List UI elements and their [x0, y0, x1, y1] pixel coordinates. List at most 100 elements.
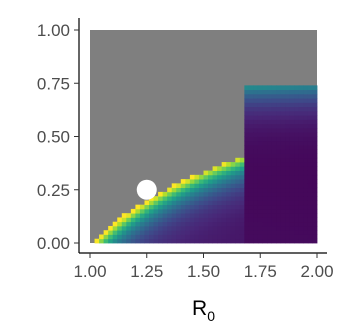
- heatmap-cell: [248, 238, 254, 244]
- heatmap-cell: [162, 238, 168, 244]
- heatmap-cell: [298, 149, 304, 154]
- heatmap-cell: [253, 132, 259, 137]
- heatmap-cell: [230, 187, 236, 193]
- heatmap-cell: [208, 230, 213, 235]
- heatmap-cell: [285, 89, 291, 95]
- heatmap-cell: [253, 110, 259, 116]
- heatmap-cell: [203, 196, 209, 201]
- heatmap-cell: [239, 238, 245, 244]
- heatmap-cell: [298, 132, 304, 137]
- heatmap-cell: [276, 93, 282, 99]
- heatmap-cell: [194, 187, 200, 193]
- heatmap-cell: [276, 208, 282, 214]
- heatmap-cell: [158, 208, 164, 214]
- heatmap-cell: [280, 191, 286, 197]
- heatmap-cell: [217, 166, 223, 171]
- heatmap-cell: [221, 221, 227, 227]
- heatmap-cell: [235, 170, 241, 176]
- heatmap-cell: [312, 208, 318, 214]
- heatmap-cell: [280, 217, 286, 223]
- heatmap-cell: [276, 123, 282, 129]
- heatmap-cell: [289, 136, 295, 142]
- heatmap-cell: [253, 157, 259, 163]
- heatmap-cell: [144, 230, 150, 235]
- heatmap-cell: [144, 204, 150, 210]
- heatmap-cell: [262, 89, 268, 95]
- heatmap-cell: [208, 204, 213, 210]
- heatmap-cell: [285, 98, 291, 103]
- heatmap-cell: [212, 183, 218, 189]
- heatmap-cell: [294, 166, 300, 171]
- heatmap-cell: [276, 98, 282, 103]
- heatmap-cell: [312, 85, 318, 91]
- heatmap-cell: [267, 153, 272, 159]
- heatmap-cell: [185, 179, 191, 184]
- heatmap-cell: [285, 191, 291, 197]
- heatmap-cell: [303, 234, 309, 240]
- heatmap-cell: [167, 234, 173, 240]
- heatmap-cell: [230, 238, 236, 244]
- heatmap-cell: [271, 119, 277, 125]
- heatmap-cell: [303, 230, 309, 235]
- heatmap-cell: [221, 191, 227, 197]
- heatmap-cell: [271, 208, 277, 214]
- heatmap-cell: [289, 162, 295, 167]
- heatmap-cell: [208, 200, 213, 206]
- heatmap-cell: [248, 110, 254, 116]
- heatmap-cell: [226, 170, 232, 176]
- heatmap-cell: [135, 208, 141, 214]
- heatmap-cell: [239, 230, 245, 235]
- heatmap-cell: [248, 123, 254, 129]
- heatmap-cell: [285, 183, 291, 189]
- heatmap-cell: [253, 85, 259, 91]
- heatmap-cell: [312, 98, 318, 103]
- heatmap-cell: [257, 89, 263, 95]
- heatmap-cell: [276, 238, 282, 244]
- heatmap-cell: [244, 187, 250, 193]
- heatmap-cell: [262, 230, 268, 235]
- heatmap-cell: [235, 183, 241, 189]
- heatmap-cell: [303, 85, 309, 91]
- heatmap-cell: [262, 208, 268, 214]
- heatmap-cell: [271, 213, 277, 218]
- heatmap-cell: [144, 225, 150, 231]
- heatmap-cell: [194, 183, 200, 189]
- heatmap-cell: [248, 196, 254, 201]
- heatmap-cell: [230, 166, 236, 171]
- heatmap-cell: [294, 208, 300, 214]
- heatmap-cell: [285, 136, 291, 142]
- heatmap-cell: [303, 115, 309, 120]
- heatmap-cell: [203, 238, 209, 244]
- heatmap-cell: [303, 98, 309, 103]
- heatmap-cell: [180, 221, 186, 227]
- heatmap-cell: [257, 145, 263, 150]
- heatmap-cell: [294, 170, 300, 176]
- heatmap-cell: [294, 162, 300, 167]
- heatmap-cell: [198, 196, 204, 201]
- heatmap-cell: [139, 213, 145, 218]
- heatmap-cell: [285, 225, 291, 231]
- heatmap-cell: [221, 196, 227, 201]
- heatmap-cell: [276, 187, 282, 193]
- heatmap-cell: [194, 213, 200, 218]
- heatmap-cell: [180, 196, 186, 201]
- heatmap-cell: [185, 213, 191, 218]
- heatmap-cell: [276, 221, 282, 227]
- heatmap-cell: [203, 217, 209, 223]
- heatmap-cell: [253, 208, 259, 214]
- heatmap-cell: [257, 187, 263, 193]
- heatmap-cell: [307, 145, 313, 150]
- heatmap-cell: [257, 110, 263, 116]
- heatmap-cell: [262, 238, 268, 244]
- heatmap-cell: [244, 166, 250, 171]
- heatmap-cell: [239, 208, 245, 214]
- heatmap-cell: [289, 234, 295, 240]
- heatmap-cell: [194, 225, 200, 231]
- heatmap-cell: [289, 102, 295, 108]
- heatmap-cell: [262, 140, 268, 146]
- heatmap-cell: [267, 149, 272, 154]
- heatmap-cell: [139, 204, 145, 210]
- heatmap-cell: [257, 98, 263, 103]
- heatmap-cell: [212, 230, 218, 235]
- heatmap-cell: [117, 225, 123, 231]
